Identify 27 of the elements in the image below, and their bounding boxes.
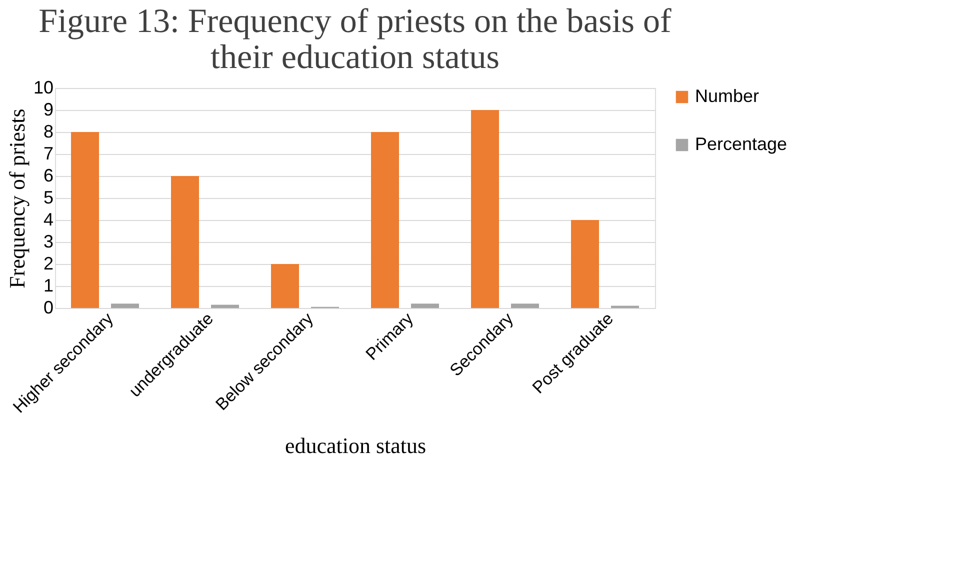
- bar: [271, 264, 299, 308]
- y-tick-label: 0: [43, 298, 54, 318]
- bar: [171, 176, 199, 308]
- y-tick-label: 8: [43, 122, 54, 142]
- y-tick-label: 1: [43, 276, 54, 296]
- y-tick-label: 7: [43, 144, 54, 164]
- y-tick-label: 9: [43, 100, 54, 120]
- bar: [571, 220, 599, 308]
- bar: [471, 110, 499, 308]
- x-axis-title: education status: [284, 433, 426, 458]
- y-tick-label: 2: [43, 254, 54, 274]
- bar: [411, 304, 439, 308]
- legend-label: Percentage: [695, 134, 788, 154]
- bar: [111, 304, 139, 308]
- bar: [511, 304, 539, 308]
- text: their education status: [210, 39, 500, 76]
- y-tick-label: 5: [43, 188, 54, 208]
- bar: [211, 304, 239, 308]
- bar: [371, 132, 399, 308]
- y-tick-label: 3: [43, 232, 54, 252]
- y-tick-label: 10: [33, 78, 54, 98]
- legend-label: Number: [695, 86, 760, 106]
- y-axis-title: Frequency of priests: [4, 108, 30, 288]
- y-tick-label: 4: [43, 210, 54, 230]
- text: Figure 13: Frequency of priests on the basis of: [38, 3, 672, 40]
- bar: [71, 132, 99, 308]
- y-tick-label: 6: [43, 166, 54, 186]
